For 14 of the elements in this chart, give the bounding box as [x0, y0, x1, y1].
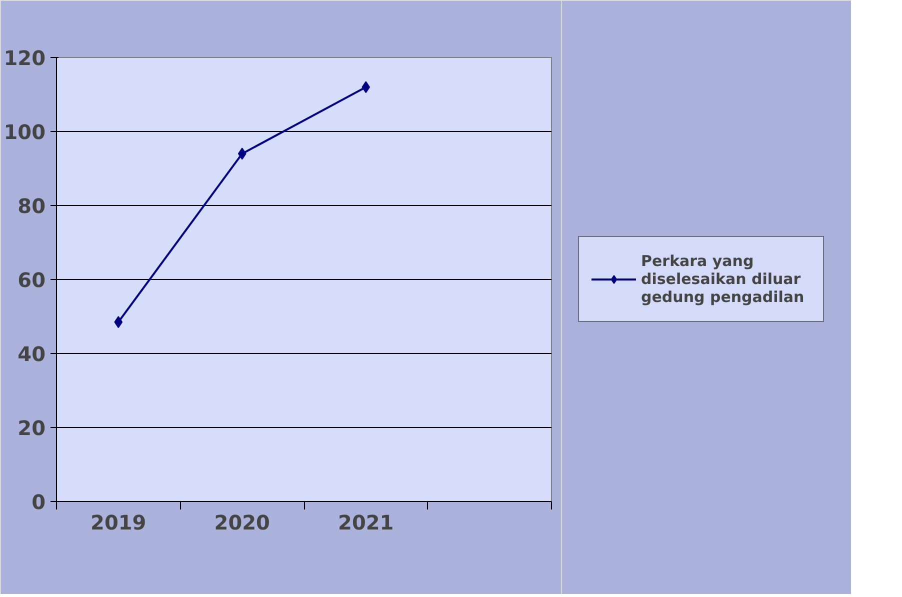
y-tick-label: 100 — [4, 120, 46, 144]
x-tick-label: 2019 — [90, 510, 146, 534]
y-tick-label: 120 — [4, 46, 46, 70]
legend-label: Perkara yang diselesaikan diluar gedung pengadilan — [641, 251, 806, 308]
point — [114, 316, 123, 328]
y-tick-label: 0 — [32, 490, 46, 514]
y-tick-label: 60 — [18, 268, 46, 292]
x-tick-label: 2020 — [214, 510, 270, 534]
y-tick-label: 80 — [18, 194, 46, 218]
y-tick-label: 20 — [18, 416, 46, 440]
point — [238, 148, 246, 160]
y-tick-label: 40 — [18, 342, 46, 366]
x-tick-label: 2021 — [338, 510, 394, 534]
point — [362, 81, 370, 94]
